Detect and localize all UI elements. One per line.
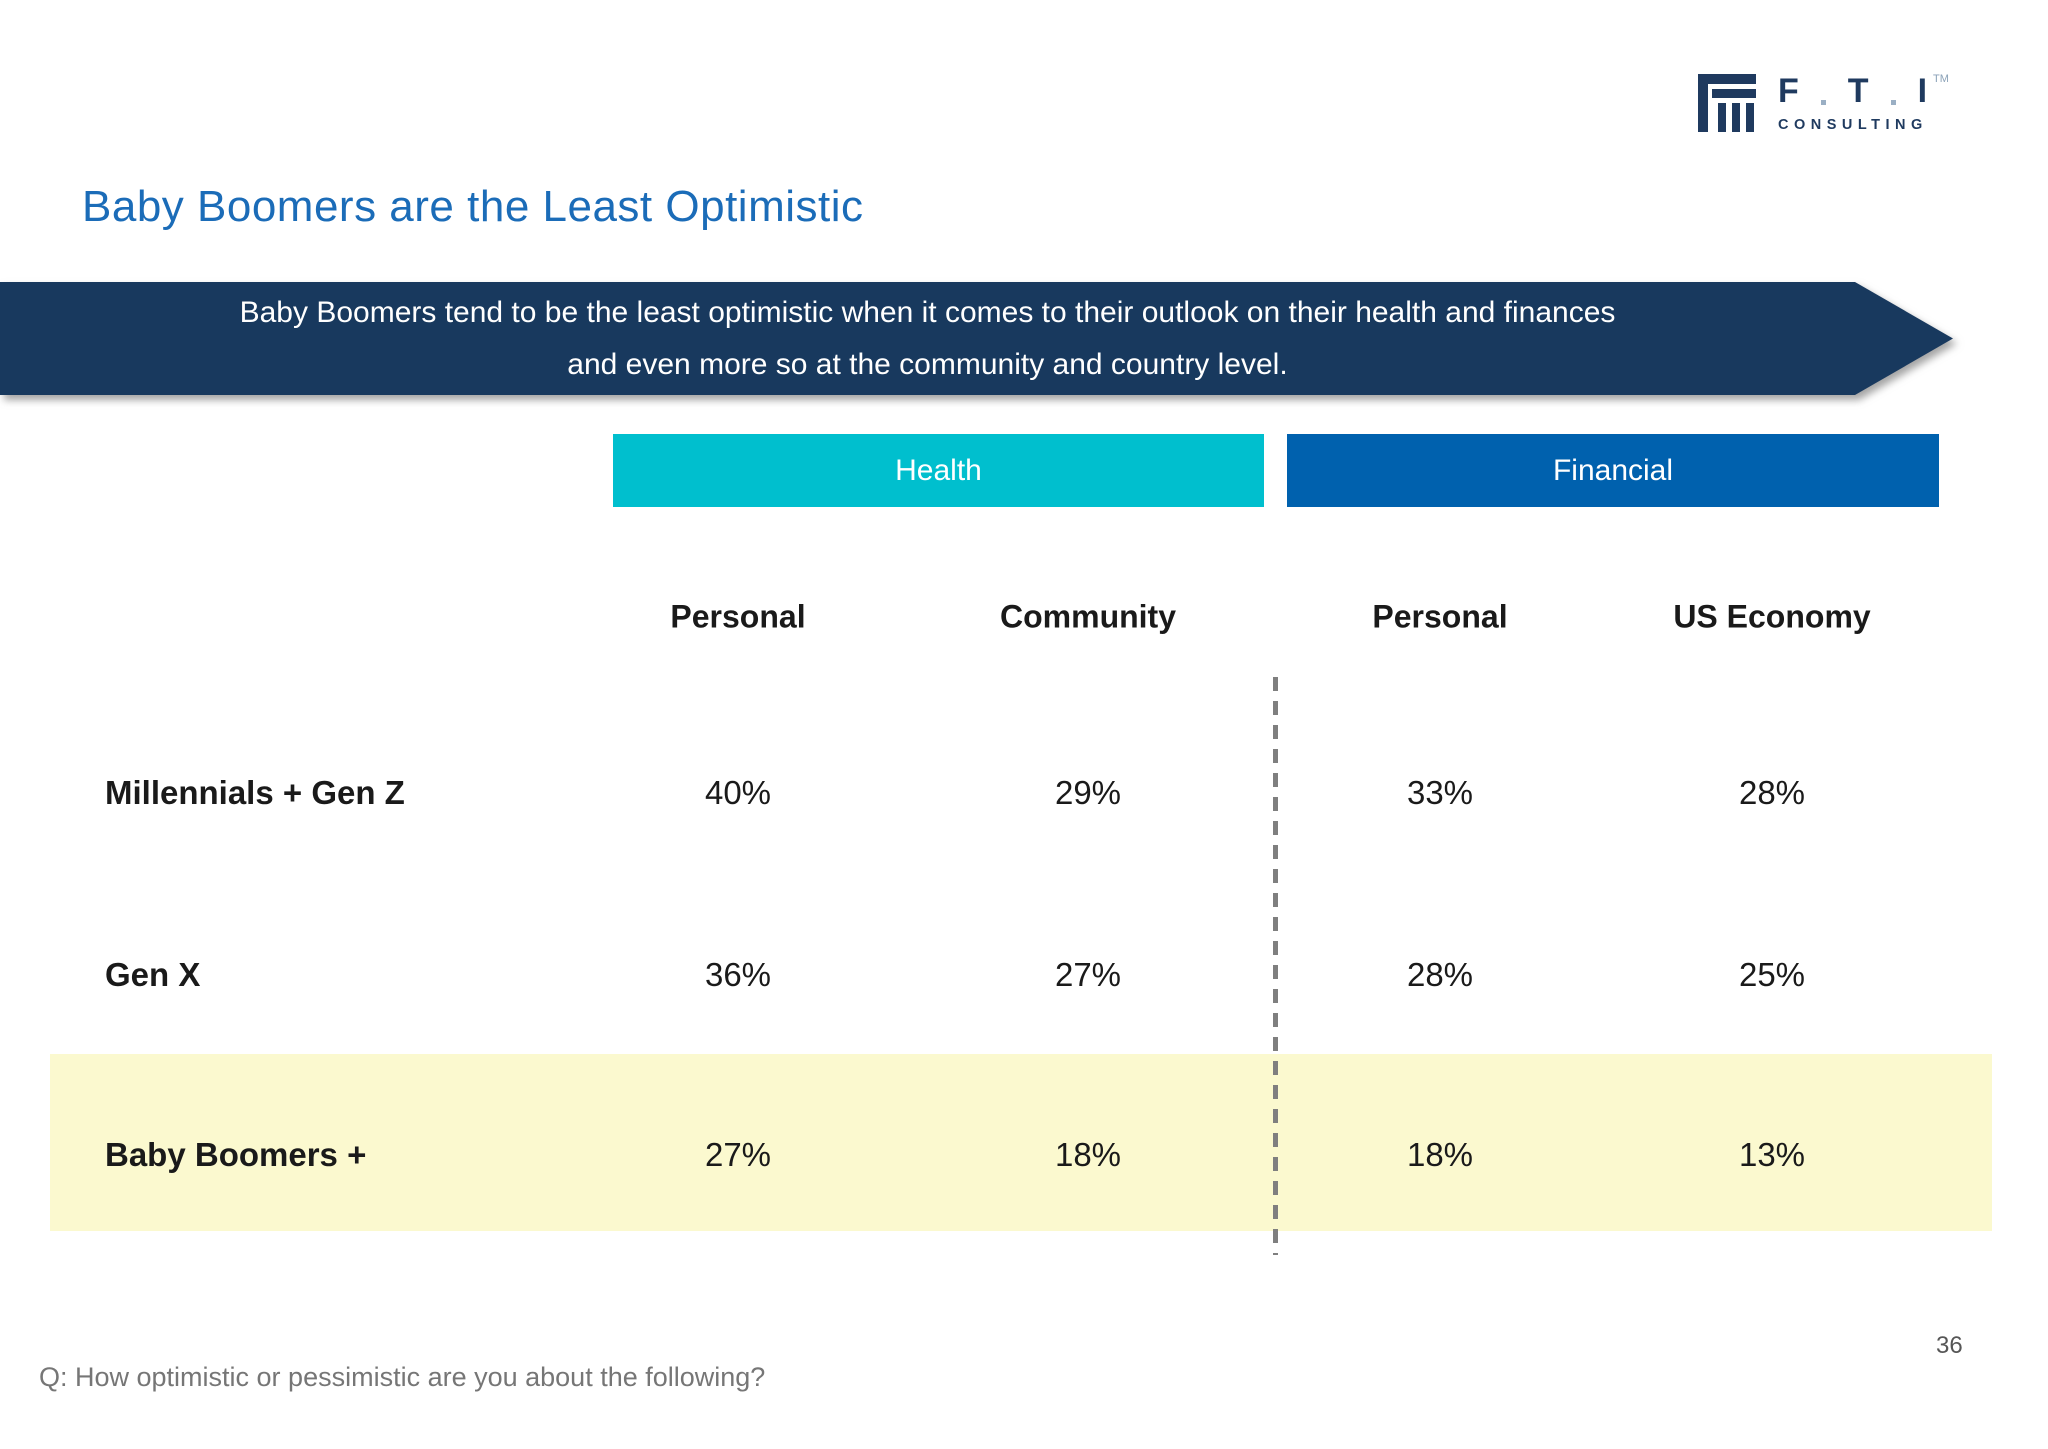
column-header-us-economy: US Economy <box>1673 598 1871 635</box>
value-cell: 18% <box>1406 1136 1474 1173</box>
value-cell: 25% <box>1738 956 1806 993</box>
baby-boomers-highlight-band <box>50 1054 1992 1231</box>
logo-dot-icon <box>1890 100 1896 105</box>
logo-letter-i: I <box>1917 72 1928 110</box>
value-cell: 18% <box>1054 1136 1122 1173</box>
column-header-health-personal: Personal <box>670 598 806 635</box>
section-divider-dashed-line <box>1273 677 1278 1255</box>
row-label-gen-x: Gen X <box>105 956 201 993</box>
row-label-baby-boomers: Baby Boomers + <box>105 1136 367 1173</box>
table-header-row: Personal Community Personal US Economy <box>0 589 2048 645</box>
value-cell: 29% <box>1054 774 1122 811</box>
column-header-financial-personal: Personal <box>1372 598 1508 635</box>
logo-dot-icon <box>1820 100 1826 105</box>
fti-column-icon <box>1698 74 1756 132</box>
value-cell: 40% <box>704 774 772 811</box>
page-number: 36 <box>1936 1332 1963 1359</box>
slide-title: Baby Boomers are the Least Optimistic <box>82 182 864 231</box>
logo-letters: F T I TM <box>1778 72 1949 110</box>
column-header-health-community: Community <box>1000 598 1176 635</box>
key-message-banner-wrap: Baby Boomers tend to be the least optimi… <box>0 282 1953 395</box>
logo-letter-t: T <box>1847 72 1869 110</box>
fti-consulting-logo: F T I TM CONSULTING <box>1698 74 1949 133</box>
value-cell: 28% <box>1738 774 1806 811</box>
value-cell: 13% <box>1738 1136 1806 1173</box>
logo-letter-f: F <box>1778 72 1799 110</box>
value-cell: 28% <box>1406 956 1474 993</box>
survey-question-footnote: Q: How optimistic or pessimistic are you… <box>39 1362 766 1392</box>
row-label-millennials-gen-z: Millennials + Gen Z <box>105 774 405 811</box>
table-row: Millennials + Gen Z 40% 29% 33% 28% <box>0 765 2048 821</box>
value-cell: 33% <box>1406 774 1474 811</box>
value-cell: 27% <box>1054 956 1122 993</box>
banner-line-1: Baby Boomers tend to be the least optimi… <box>239 295 1616 329</box>
key-message-banner: Baby Boomers tend to be the least optimi… <box>0 282 1953 395</box>
financial-group-header: Financial <box>1287 434 1939 507</box>
value-cell: 36% <box>704 956 772 993</box>
logo-consulting-label: CONSULTING <box>1778 117 1928 133</box>
trademark-symbol: TM <box>1933 73 1949 85</box>
table-row: Baby Boomers + 27% 18% 18% 13% <box>0 1127 2048 1183</box>
value-cell: 27% <box>704 1136 772 1173</box>
health-group-header: Health <box>613 434 1264 507</box>
logo-text: F T I TM CONSULTING <box>1778 72 1949 134</box>
table-row: Gen X 36% 27% 28% 25% <box>0 947 2048 1003</box>
banner-line-2: and even more so at the community and co… <box>567 347 1288 381</box>
